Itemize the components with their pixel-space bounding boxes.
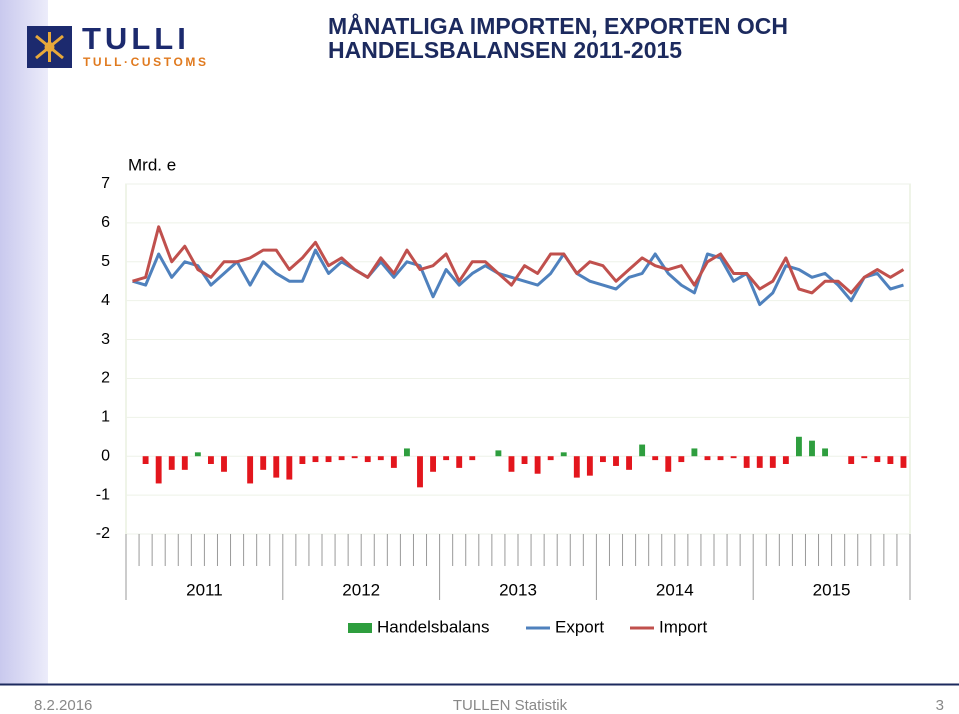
bar (717, 456, 724, 461)
bar (756, 456, 763, 468)
plot-border (125, 183, 911, 535)
line (132, 225, 905, 295)
bar (560, 452, 567, 457)
bar (273, 456, 280, 478)
bar (861, 456, 868, 459)
logo-subname: TULL·CUSTOMS (83, 55, 209, 69)
bar (155, 456, 162, 484)
bar (390, 456, 397, 468)
y-tick-label: 6 (101, 214, 110, 231)
x-tick-label: 2012 (342, 580, 380, 599)
bar (403, 448, 410, 457)
bar (260, 456, 267, 470)
bar (691, 448, 698, 457)
x-tick-label: 2015 (813, 580, 851, 599)
unit-label: Mrd. e (128, 155, 176, 174)
x-tick-label: 2011 (186, 580, 223, 599)
bar (874, 456, 881, 463)
legend-label: Handelsbalans (377, 617, 489, 636)
bar (508, 456, 515, 472)
bar (822, 448, 829, 457)
y-tick-label: 0 (101, 447, 110, 464)
logo: TULLI TULL·CUSTOMS (27, 21, 209, 69)
bar (613, 456, 619, 466)
side-bar (0, 0, 48, 684)
y-tick-label: 5 (101, 253, 110, 270)
legend-label: Import (659, 617, 707, 636)
bar (848, 456, 855, 464)
bar (534, 456, 541, 474)
logo-name: TULLI (82, 21, 190, 56)
bar (769, 456, 776, 468)
legend-swatch (348, 623, 372, 633)
legend-label: Export (555, 617, 604, 636)
chart-title: HANDELSBALANSEN 2011-2015 (328, 37, 682, 63)
bar (665, 456, 672, 472)
footer-title: TULLEN Statistik (453, 697, 568, 714)
bar (207, 456, 214, 464)
page-number: 3 (936, 697, 944, 714)
bar (181, 456, 188, 470)
y-tick-label: 2 (101, 370, 110, 387)
logo-emblem-art (44, 42, 55, 52)
y-tick-label: -2 (96, 525, 110, 542)
bar (168, 456, 175, 470)
bar (704, 456, 711, 461)
bar (194, 452, 201, 457)
bar (443, 456, 450, 461)
bar (312, 456, 319, 463)
bar (547, 456, 554, 461)
bar (325, 456, 332, 463)
bar (469, 456, 476, 461)
y-tick-label: -1 (96, 486, 110, 503)
bar (678, 456, 685, 463)
y-tick-label: 1 (101, 409, 110, 426)
bar (887, 456, 894, 464)
x-tick-label: 2014 (656, 580, 694, 599)
bar (351, 456, 358, 459)
bar (338, 456, 345, 461)
bar (573, 456, 580, 478)
bar (521, 456, 528, 464)
bar (586, 456, 593, 476)
bar (782, 456, 789, 464)
bar (364, 456, 371, 463)
bar (652, 456, 659, 461)
y-tick-label: 4 (101, 292, 110, 309)
bar (639, 444, 646, 457)
bar (377, 456, 384, 461)
bar (221, 456, 227, 472)
bar (809, 440, 815, 457)
bar (430, 456, 437, 472)
y-tick-label: 3 (101, 331, 110, 348)
bar (456, 456, 463, 468)
y-tick-label: 7 (101, 175, 110, 192)
chart-title: MÅNATLIGA IMPORTEN, EXPORTEN OCH (328, 12, 788, 39)
bar (730, 456, 737, 459)
bar (142, 456, 149, 464)
bar (247, 456, 254, 484)
bar (495, 450, 502, 457)
bar (900, 456, 907, 468)
bar (299, 456, 306, 464)
bar (599, 456, 606, 463)
bar (417, 456, 423, 488)
bar (626, 456, 633, 470)
line (132, 248, 904, 307)
bar (743, 456, 750, 468)
x-tick-label: 2013 (499, 580, 537, 599)
footer-date: 8.2.2016 (34, 697, 92, 714)
bar (795, 436, 802, 457)
bar (286, 456, 293, 480)
